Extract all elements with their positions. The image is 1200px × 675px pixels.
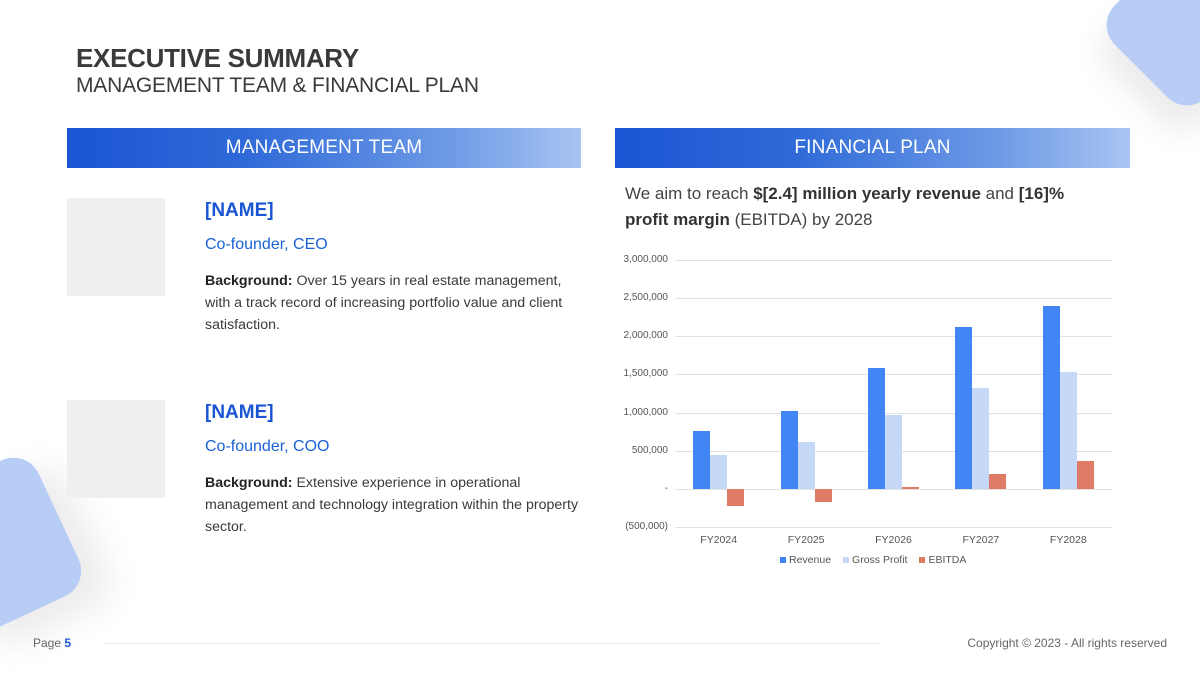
- legend-swatch-icon: [919, 557, 926, 563]
- member-name: [NAME]: [205, 200, 274, 221]
- member-role: Co-founder, CEO: [205, 236, 328, 253]
- gridline: [675, 412, 1112, 414]
- summary-text: (EBITDA) by 2028: [729, 210, 873, 229]
- bar-revenue: [868, 368, 885, 489]
- background-text: Extensive experience in operational mana…: [205, 475, 579, 535]
- chart-legend: Revenue Gross Profit EBITDA: [780, 554, 966, 566]
- bar-ebitda: [727, 488, 745, 506]
- management-team-header: MANAGEMENT TEAM: [67, 128, 581, 168]
- page-number: 5: [64, 636, 72, 650]
- member-name: [NAME]: [205, 402, 274, 423]
- member-photo-placeholder: [67, 400, 165, 498]
- bar-ebitda: [902, 487, 919, 489]
- bar-ebitda: [814, 488, 832, 502]
- legend-label: Revenue: [789, 554, 832, 566]
- member-photo-placeholder: [67, 198, 165, 296]
- footer-divider: [103, 643, 881, 644]
- copyright-text: Copyright © 2023 - All rights reserved: [967, 636, 1167, 650]
- x-axis-label: FY2025: [787, 534, 825, 546]
- y-axis-tick-label: -: [664, 482, 668, 494]
- bar-gross-profit: [885, 414, 902, 489]
- gridline: [675, 374, 1112, 376]
- financial-plan-heading: FINANCIAL PLAN: [794, 137, 951, 158]
- member-role: Co-founder, COO: [205, 438, 330, 455]
- background-label: Background:: [205, 475, 293, 491]
- legend-label: Gross Profit: [852, 554, 908, 566]
- background-text: Over 15 years in real estate management,…: [205, 273, 563, 333]
- legend-swatch-icon: [843, 557, 850, 563]
- gridline: [675, 298, 1112, 300]
- y-axis-tick-label: 2,500,000: [623, 292, 669, 304]
- page-indicator: Page 5: [33, 636, 71, 650]
- x-axis-label: FY2028: [1049, 534, 1087, 546]
- x-axis-label: FY2026: [875, 534, 912, 546]
- management-team-heading: MANAGEMENT TEAM: [225, 137, 423, 158]
- decorative-shape-top-right: [1095, 0, 1200, 117]
- y-axis-tick-label: 3,000,000: [623, 254, 669, 265]
- bar-revenue: [693, 431, 711, 489]
- y-axis-tick-label: 1,000,000: [623, 406, 669, 418]
- bar-revenue: [955, 327, 973, 489]
- page-subtitle: MANAGEMENT TEAM & FINANCIAL PLAN: [76, 74, 479, 97]
- summary-text: and: [980, 184, 1019, 203]
- legend-item: Revenue: [780, 554, 831, 566]
- background-label: Background:: [205, 273, 293, 289]
- gridline: [675, 488, 1112, 490]
- page-label: Page: [33, 636, 65, 650]
- bar-revenue: [1042, 305, 1060, 489]
- gridline: [675, 260, 1112, 261]
- summary-text: We aim to reach: [625, 184, 754, 203]
- legend-item: Gross Profit: [843, 554, 907, 566]
- bar-gross-profit: [1059, 372, 1077, 489]
- bar-ebitda: [989, 473, 1007, 489]
- x-axis-label: FY2027: [962, 534, 1000, 546]
- bar-gross-profit: [972, 388, 990, 489]
- member-background: Background: Over 15 years in real estate…: [205, 270, 585, 336]
- gridline: [675, 527, 1112, 528]
- legend-item: EBITDA: [919, 554, 966, 566]
- legend-swatch-icon: [780, 557, 786, 563]
- bar-gross-profit: [797, 441, 815, 489]
- bar-revenue: [780, 411, 798, 489]
- financial-summary: We aim to reach $[2.4] million yearly re…: [625, 181, 1105, 233]
- financial-bar-chart: 3,000,000 2,500,000 2,000,000 1,500,000 1,00…: [610, 245, 1130, 575]
- y-axis-tick-label: 500,000: [631, 444, 668, 456]
- bar-ebitda: [1076, 460, 1094, 489]
- summary-margin-target: [16]% profit margin: [625, 184, 1065, 229]
- gridline: [675, 336, 1112, 338]
- y-axis-tick-label: (500,000): [625, 521, 668, 532]
- y-axis-tick-label: 2,000,000: [623, 330, 669, 342]
- bar-gross-profit: [710, 455, 728, 489]
- y-axis-tick-label: 1,500,000: [623, 368, 669, 380]
- x-axis-label: FY2024: [700, 534, 738, 546]
- legend-label: EBITDA: [928, 554, 967, 566]
- page-title: EXECUTIVE SUMMARY: [76, 43, 359, 73]
- member-background: Background: Extensive experience in oper…: [205, 472, 585, 538]
- summary-revenue-target: $[2.4] million yearly revenue: [753, 184, 981, 203]
- financial-plan-header: FINANCIAL PLAN: [615, 128, 1130, 168]
